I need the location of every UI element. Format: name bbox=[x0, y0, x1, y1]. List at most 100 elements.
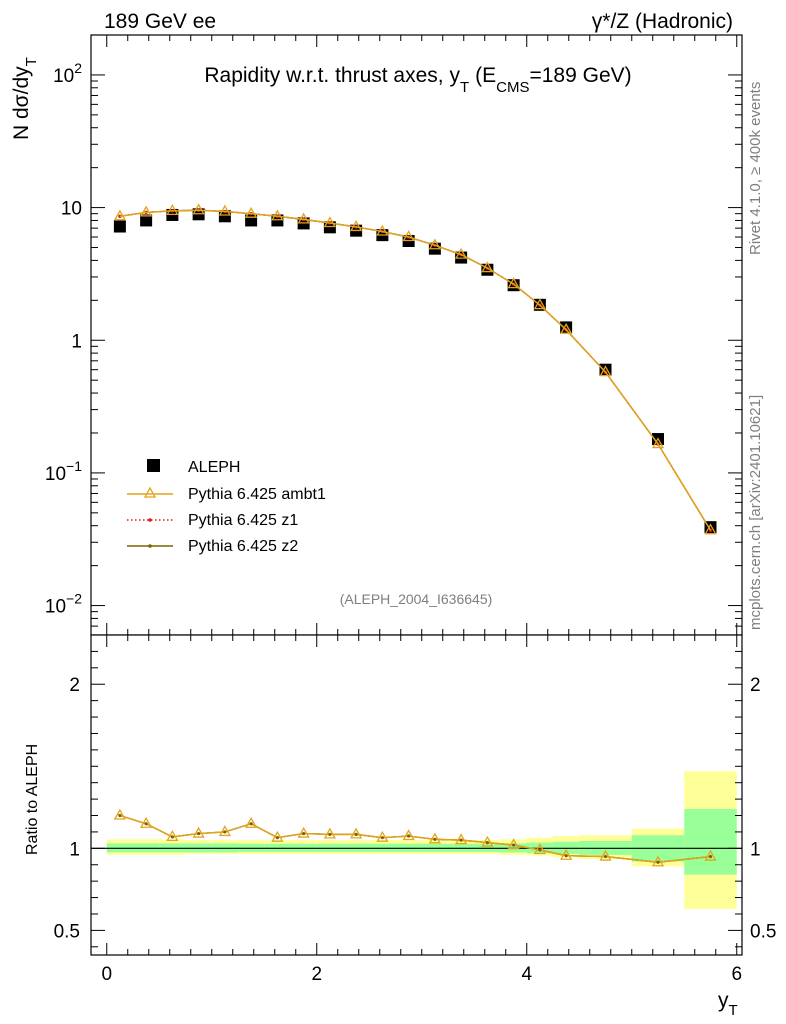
x-tick-label: 0 bbox=[101, 964, 112, 985]
y-axis-label-sub: T bbox=[23, 57, 40, 66]
ratio-mc-point bbox=[354, 832, 358, 836]
ratio-triangle-point bbox=[323, 827, 336, 839]
y-tick-label: 10 bbox=[61, 199, 82, 220]
legend-marker-z1 bbox=[148, 518, 152, 522]
triangle-point bbox=[455, 247, 468, 259]
triangle-point bbox=[481, 261, 494, 273]
plot-title-ecm-tail: =189 GeV) bbox=[529, 64, 631, 87]
y-axis-label: N dσ/dyT bbox=[10, 57, 40, 140]
ratio-triangle-point bbox=[533, 843, 546, 855]
y-tick-label-exp: −1 bbox=[66, 458, 82, 474]
legend-marker-z2 bbox=[148, 544, 152, 548]
triangle-point bbox=[428, 238, 441, 250]
ratio-triangle-point bbox=[560, 848, 573, 860]
triangle-point bbox=[599, 365, 612, 377]
ratio-panel: 0 2 4 6 0.5 0.5 1 1 2 2 Ratio to ALEPH bbox=[24, 634, 776, 985]
ratio-triangle-point bbox=[166, 830, 179, 841]
ratio-triangle-point bbox=[297, 826, 310, 838]
triangle-point bbox=[560, 322, 573, 334]
ratio-mc-point bbox=[197, 831, 201, 836]
x-tick-label: 2 bbox=[311, 964, 322, 985]
triangle-point bbox=[113, 209, 126, 221]
x-tick-label: 4 bbox=[521, 964, 532, 985]
y-tick-label: 1 bbox=[71, 331, 82, 352]
ratio-triangle-point bbox=[218, 825, 231, 837]
legend-label-ambt1: Pythia 6.425 ambt1 bbox=[188, 486, 326, 503]
ratio-mc-point bbox=[708, 854, 713, 859]
y-tick-label-base: 1 bbox=[71, 331, 82, 352]
header-right: γ*/Z (Hadronic) bbox=[592, 10, 733, 33]
triangle-point bbox=[192, 203, 205, 215]
side-label-top: Rivet 4.1.0, ≥ 400k events bbox=[747, 82, 764, 255]
ratio-mc-point bbox=[302, 831, 306, 836]
ratio-triangle-point bbox=[507, 838, 520, 850]
ratio-mc-point bbox=[656, 860, 660, 864]
y-axis-label-main: N dσ/dy bbox=[10, 66, 33, 140]
ratio-triangle-point bbox=[271, 830, 284, 842]
ratio-triangle-point bbox=[113, 808, 126, 820]
ratio-mc-point bbox=[485, 840, 489, 845]
y-tick-label-base: 10 bbox=[45, 464, 66, 485]
series-line-2 bbox=[119, 209, 712, 531]
series-line-1 bbox=[119, 209, 712, 531]
data-point-aleph bbox=[218, 210, 231, 223]
side-label-bottom: mcplots.cern.ch [arXiv:2401.10621] bbox=[747, 395, 764, 630]
ratio-triangle-point bbox=[402, 829, 415, 841]
triangle-point bbox=[140, 205, 153, 217]
ratio-mc-point bbox=[170, 835, 174, 839]
ratio-mc-point bbox=[459, 838, 463, 842]
ratio-triangle-point bbox=[428, 832, 441, 844]
uncertainty-band-stat bbox=[684, 808, 737, 875]
y-tick-label-exp: −2 bbox=[66, 591, 82, 607]
data-point-aleph bbox=[140, 214, 153, 227]
ratio-y-tick-label-right: 1 bbox=[750, 839, 761, 860]
ratio-triangle-point bbox=[651, 855, 665, 867]
plot-title-sub: T bbox=[460, 79, 469, 96]
ratio-y-tick-label: 1 bbox=[69, 839, 80, 860]
ratio-mc-point bbox=[512, 843, 516, 847]
legend-label-aleph: ALEPH bbox=[188, 459, 240, 476]
y-tick-label: 10−2 bbox=[45, 591, 82, 618]
ratio-mc-point bbox=[407, 834, 411, 838]
main-series-group bbox=[113, 203, 717, 535]
ratio-triangle-point bbox=[140, 816, 153, 828]
ratio-frame bbox=[90, 634, 743, 956]
ratio-y-tick-label-right: 2 bbox=[750, 675, 761, 696]
ratio-triangle-point bbox=[192, 826, 205, 838]
legend-label-z1: Pythia 6.425 z1 bbox=[188, 512, 298, 529]
x-axis-label-main: y bbox=[718, 989, 729, 1012]
ratio-mc-point bbox=[223, 830, 227, 834]
ratio-triangle-point bbox=[376, 830, 389, 842]
series-line-3 bbox=[119, 209, 712, 531]
ratio-triangle-point bbox=[350, 827, 363, 839]
triangle-point bbox=[651, 437, 665, 449]
ratio-triangle-point bbox=[704, 849, 717, 861]
ratio-mc-point bbox=[328, 832, 332, 836]
ratio-mc-point bbox=[380, 836, 384, 840]
header-left: 189 GeV ee bbox=[104, 10, 216, 33]
ratio-axes: 0 2 4 6 0.5 0.5 1 1 2 2 bbox=[54, 635, 776, 985]
ratio-mc-point bbox=[118, 813, 122, 818]
ratio-series-group bbox=[113, 808, 717, 867]
triangle-point bbox=[507, 277, 520, 289]
ratio-frame-bg bbox=[91, 635, 742, 955]
y-tick-label-base: 10 bbox=[61, 199, 82, 220]
x-axis-label-sub: T bbox=[729, 1002, 738, 1019]
ratio-mc-point bbox=[144, 822, 148, 826]
data-point-aleph bbox=[113, 220, 126, 233]
ratio-mc-point bbox=[249, 822, 253, 826]
legend: ALEPH Pythia 6.425 ambt1 Pythia 6.425 z1… bbox=[127, 459, 326, 555]
triangle-point bbox=[297, 212, 310, 224]
plot-title-ecm: (E bbox=[475, 64, 496, 87]
ratio-y-axis-label: Ratio to ALEPH bbox=[24, 744, 41, 855]
ratio-y-tick-label-right: 0.5 bbox=[750, 921, 776, 942]
y-tick-label: 10−1 bbox=[45, 458, 82, 485]
triangle-point bbox=[245, 206, 258, 218]
ratio-mc-point bbox=[275, 836, 279, 840]
triangle-point bbox=[271, 209, 284, 221]
y-tick-label-base: 10 bbox=[45, 597, 66, 618]
plot-title-ecm-sub: CMS bbox=[496, 79, 529, 96]
